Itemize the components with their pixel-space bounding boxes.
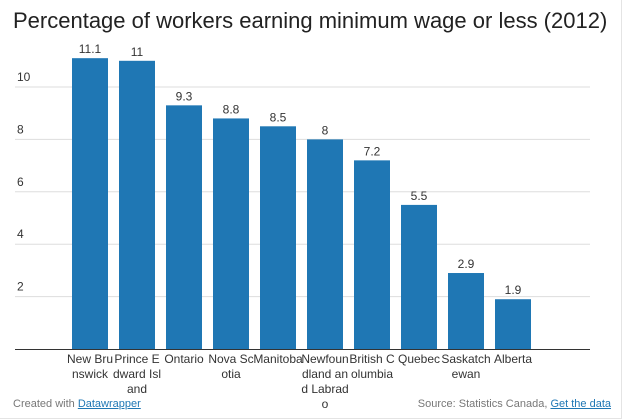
bar	[119, 60, 155, 350]
x-tick-label: New Brunswick	[66, 352, 113, 381]
x-tick-label: British Columbia	[349, 352, 395, 381]
bar	[495, 299, 531, 349]
x-tick-label: Saskatchewan	[441, 352, 491, 381]
source-prefix: Source: Statistics Canada,	[417, 398, 551, 410]
data-label: 8	[322, 123, 329, 137]
data-label: 8.5	[270, 110, 287, 124]
source-text: Source: Statistics Canada, Get the data	[418, 398, 611, 410]
y-tick-label: 10	[17, 70, 31, 84]
x-tick-label: Manitoba	[253, 352, 303, 366]
x-tick-label: Nova Scotia	[208, 352, 254, 381]
x-tick-label: Alberta	[493, 352, 533, 366]
y-tick-label: 6	[17, 175, 24, 189]
bar	[354, 160, 390, 349]
y-tick-label: 2	[17, 280, 24, 294]
x-tick-label: Quebec	[397, 352, 441, 366]
data-label: 2.9	[458, 257, 475, 271]
data-label: 5.5	[411, 189, 428, 203]
bar	[213, 118, 249, 349]
datawrapper-link[interactable]: Datawrapper	[77, 398, 141, 410]
data-label: 11	[131, 45, 144, 59]
y-tick-label: 8	[17, 122, 24, 136]
data-label: 9.3	[176, 89, 193, 103]
bar	[448, 273, 484, 349]
x-tick-label: Ontario	[164, 352, 204, 366]
chart-title: Percentage of workers earning minimum wa…	[13, 8, 608, 33]
bar	[72, 58, 108, 350]
credit-text: Created with Datawrapper	[13, 398, 141, 410]
data-label: 11.1	[79, 42, 102, 56]
data-label: 1.9	[505, 283, 522, 297]
data-label: 8.8	[223, 102, 240, 116]
bar	[307, 139, 343, 349]
get-the-data-link[interactable]: Get the data	[550, 398, 611, 410]
x-tick-label: Newfoundland and Labrado	[301, 352, 349, 411]
bar	[166, 105, 202, 349]
credit-prefix: Created with	[13, 398, 78, 410]
x-tick-label: Prince Edward Island	[112, 352, 162, 396]
bar	[401, 204, 437, 349]
y-tick-label: 4	[17, 227, 24, 241]
data-label: 7.2	[364, 144, 381, 158]
bar	[260, 126, 296, 349]
